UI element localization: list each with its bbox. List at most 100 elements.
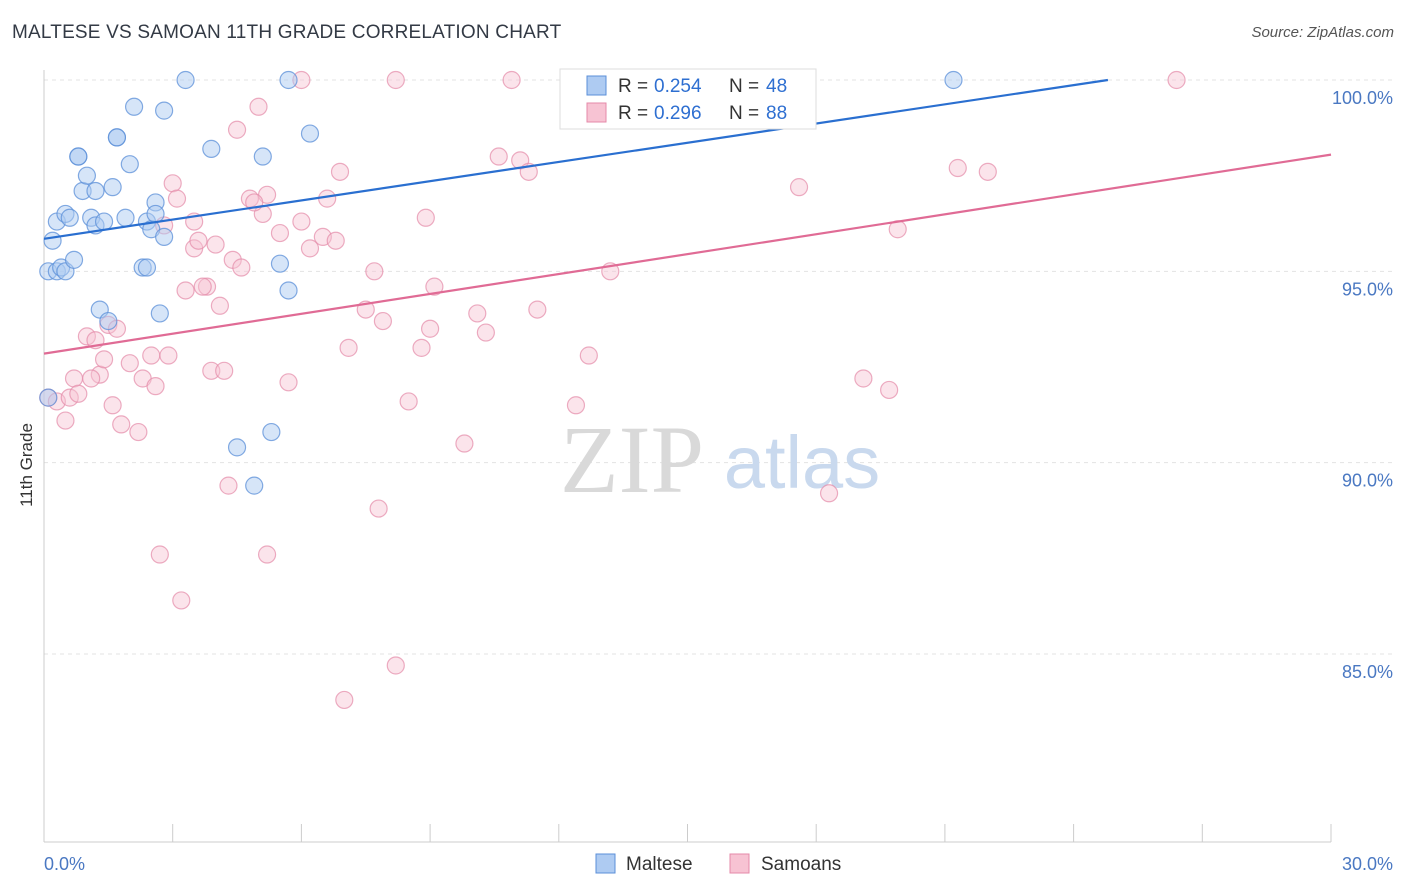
- source-credit: Source: ZipAtlas.com: [1251, 24, 1394, 41]
- maltese-point: [245, 476, 264, 495]
- samoans-point: [373, 311, 393, 331]
- maltese-point: [279, 281, 298, 300]
- maltese-trend-line: [43, 78, 1109, 240]
- legend-top: R = 0.254 N = 48 R = 0.296 N = 88: [559, 68, 817, 130]
- maltese-point: [262, 422, 281, 442]
- maltese-point: [300, 124, 320, 143]
- bottom-legend-samoans: Samoans: [761, 854, 841, 875]
- maltese-point: [202, 139, 221, 158]
- samoans-point: [146, 377, 165, 396]
- samoans-point: [854, 369, 873, 388]
- legend-n-label-samoans: N =: [729, 103, 759, 124]
- samoans-point: [365, 262, 384, 281]
- maltese-point: [176, 70, 195, 90]
- samoans-point: [489, 147, 508, 166]
- samoans-point: [819, 484, 839, 503]
- y-tick-label-85: 85.0%: [1342, 662, 1393, 682]
- samoans-point: [197, 277, 217, 296]
- x-tick-label-min: 0.0%: [44, 854, 85, 874]
- bottom-legend-swatch-maltese: [595, 853, 616, 874]
- maltese-point: [124, 97, 144, 116]
- samoans-point: [232, 258, 251, 277]
- samoans-point: [94, 350, 114, 369]
- maltese-point: [227, 438, 247, 457]
- y-tick-label-100: 100.0%: [1332, 88, 1393, 108]
- samoans-point: [369, 499, 388, 518]
- samoans-point: [257, 545, 277, 564]
- samoans-point: [159, 346, 178, 365]
- samoans-point: [172, 591, 191, 610]
- samoans-point: [142, 346, 161, 365]
- bottom-legend-swatch-samoans: [729, 853, 750, 874]
- maltese-point: [99, 311, 118, 331]
- maltese-point: [60, 208, 79, 227]
- legend-n-value-samoans: 88: [766, 103, 787, 124]
- legend-r-value-maltese: 0.254: [654, 76, 702, 97]
- y-tick-label-90: 90.0%: [1342, 471, 1393, 491]
- samoans-point: [279, 373, 298, 392]
- samoans-point: [112, 415, 131, 434]
- samoans-point: [120, 354, 139, 373]
- samoans-trend-line: [43, 153, 1332, 355]
- samoans-point: [300, 239, 320, 258]
- samoans-point: [129, 422, 148, 442]
- legend-swatch-maltese: [586, 75, 607, 96]
- samoans-point: [202, 361, 221, 380]
- samoans-point: [566, 396, 586, 415]
- maltese-point: [155, 101, 174, 120]
- legend-n-value-maltese: 48: [766, 76, 787, 97]
- maltese-point: [944, 70, 963, 90]
- maltese-point: [43, 231, 62, 250]
- legend-r-label-samoans: R =: [618, 103, 648, 124]
- samoans-point: [412, 338, 431, 357]
- maltese-point: [94, 212, 114, 231]
- samoans-point: [176, 281, 195, 300]
- samoans-point: [339, 338, 358, 357]
- legend-n-label-maltese: N =: [729, 76, 759, 97]
- samoans-point: [579, 346, 598, 365]
- gridlines: [44, 79, 1392, 655]
- samoans-point: [167, 189, 187, 208]
- samoans-point: [292, 212, 311, 231]
- maltese-point: [137, 258, 157, 277]
- samoans-point: [77, 327, 97, 346]
- maltese-point: [69, 147, 88, 166]
- samoans-point: [215, 361, 234, 380]
- watermark-zip: ZIP: [560, 406, 704, 513]
- samoans-point: [386, 656, 405, 675]
- samoans-point: [82, 369, 101, 388]
- samoans-point: [270, 223, 290, 243]
- samoans-point: [150, 545, 169, 564]
- samoans-point: [416, 208, 435, 227]
- y-axis-title: 11th Grade: [17, 423, 36, 507]
- samoans-point: [103, 396, 122, 415]
- trend-lines: [43, 78, 1332, 355]
- samoans-point: [189, 231, 208, 250]
- maltese-point: [39, 388, 58, 407]
- maltese-point: [150, 304, 169, 323]
- samoans-point: [193, 277, 212, 296]
- watermark: ZIP atlas: [560, 406, 880, 513]
- samoans-point: [210, 296, 229, 315]
- legend-r-label-maltese: R =: [618, 76, 648, 97]
- maltese-point: [270, 254, 290, 273]
- samoans-point: [948, 158, 967, 178]
- legend-r-value-samoans: 0.296: [654, 103, 702, 124]
- maltese-point: [64, 250, 84, 269]
- maltese-point: [146, 204, 165, 224]
- samoans-point: [528, 300, 547, 319]
- samoans-point: [399, 392, 418, 411]
- samoans-point: [386, 70, 405, 90]
- maltese-point: [120, 155, 139, 174]
- x-tick-label-max: 30.0%: [1342, 854, 1393, 874]
- maltese-point: [77, 166, 97, 185]
- samoans-point: [163, 174, 182, 193]
- samoans-point: [60, 388, 79, 407]
- legend-bottom: Maltese Samoans: [595, 853, 841, 875]
- samoans-point: [455, 434, 474, 453]
- samoans-point: [69, 384, 88, 403]
- samoans-point: [206, 235, 225, 254]
- samoans-point: [326, 231, 345, 250]
- y-tick-label-95: 95.0%: [1342, 279, 1393, 299]
